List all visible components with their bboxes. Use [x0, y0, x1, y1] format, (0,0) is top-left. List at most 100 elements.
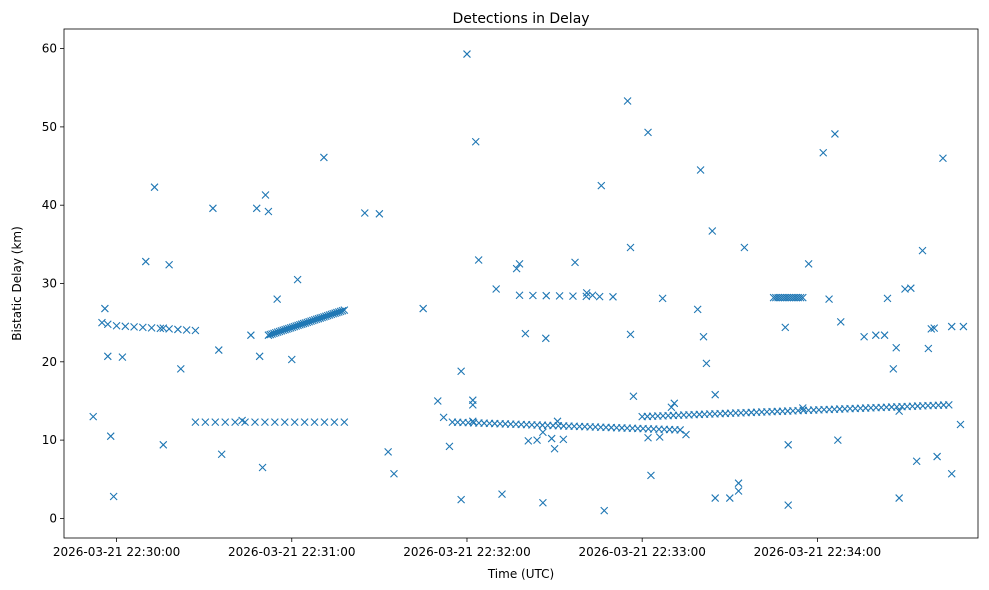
data-point-marker	[784, 440, 793, 449]
data-point-marker	[390, 469, 398, 478]
data-point-marker	[582, 289, 591, 297]
data-point-marker	[825, 295, 833, 304]
data-point-marker	[209, 204, 217, 213]
data-point-marker	[165, 260, 174, 269]
data-point-marker	[740, 243, 749, 252]
data-point-marker	[569, 292, 577, 301]
data-point-marker	[457, 495, 466, 504]
data-point-marker	[112, 321, 121, 330]
data-point-marker	[287, 355, 296, 364]
data-point-marker	[89, 412, 98, 421]
data-point-marker	[433, 397, 442, 405]
data-point-marker	[156, 324, 165, 333]
data-point-marker	[330, 418, 339, 426]
data-point-marker	[147, 323, 156, 332]
data-point-marker	[191, 326, 200, 335]
y-tick-label: 30	[42, 277, 57, 291]
data-point-marker	[474, 256, 483, 264]
data-point-marker	[947, 469, 956, 478]
data-point-marker	[270, 418, 279, 426]
data-point-marker	[734, 487, 743, 495]
data-point-marker	[956, 420, 965, 429]
scatter-points	[89, 50, 968, 515]
data-point-marker	[246, 331, 255, 340]
data-point-marker	[555, 292, 564, 300]
data-point-marker	[468, 417, 477, 426]
data-point-marker	[173, 325, 182, 334]
data-point-marker	[255, 352, 264, 361]
data-point-marker	[176, 364, 185, 373]
data-point-marker	[693, 305, 702, 314]
data-point-marker	[644, 128, 652, 137]
data-point-marker	[559, 435, 568, 444]
x-tick-label: 2026-03-21 22:33:00	[578, 545, 705, 559]
data-point-marker	[221, 418, 230, 426]
data-point-marker	[375, 209, 384, 218]
y-tick-label: 20	[42, 355, 57, 369]
data-point-marker	[836, 317, 845, 326]
y-tick-label: 0	[49, 511, 57, 525]
data-point-marker	[515, 291, 524, 300]
data-point-marker	[463, 50, 471, 58]
data-point-marker	[521, 329, 530, 338]
data-point-marker	[238, 416, 247, 425]
data-point-marker	[670, 399, 679, 408]
data-point-marker	[150, 183, 159, 192]
data-point-marker	[159, 440, 168, 449]
data-point-marker	[784, 501, 793, 509]
data-point-marker	[959, 322, 968, 331]
y-axis: 0 10 20 30 40 50 60	[42, 42, 64, 525]
data-point-marker	[918, 246, 927, 255]
data-point-marker	[667, 403, 676, 412]
data-point-marker	[892, 343, 901, 352]
x-axis-label: Time (UTC)	[487, 567, 554, 581]
data-point-marker	[626, 243, 635, 252]
data-point-marker	[804, 260, 813, 268]
data-point-marker	[939, 154, 947, 163]
chart-title: Detections in Delay	[452, 11, 589, 27]
data-point-marker	[708, 227, 717, 235]
data-point-marker	[310, 418, 319, 426]
data-point-marker	[655, 433, 664, 441]
data-point-marker	[539, 498, 547, 507]
data-point-marker	[419, 304, 428, 313]
data-point-marker	[98, 318, 106, 327]
data-point-marker	[798, 404, 807, 412]
data-point-marker	[201, 418, 210, 426]
data-point-marker	[629, 392, 638, 401]
data-point-marker	[106, 432, 115, 441]
data-point-marker	[273, 295, 282, 304]
data-point-marker	[280, 418, 289, 426]
data-point-marker	[512, 264, 521, 273]
data-point-marker	[293, 275, 302, 284]
data-point-marker	[231, 418, 240, 426]
data-point-marker	[141, 257, 150, 266]
data-point-marker	[492, 285, 501, 293]
data-point-marker	[600, 506, 609, 515]
data-point-marker	[100, 304, 109, 313]
data-point-marker	[109, 492, 118, 501]
data-point-marker	[103, 320, 112, 329]
data-point-marker	[191, 418, 200, 426]
data-point-marker	[933, 452, 942, 461]
data-point-marker	[930, 324, 939, 333]
data-point-marker	[445, 442, 454, 451]
data-point-marker	[702, 359, 711, 368]
data-point-marker	[340, 306, 349, 315]
data-point-marker	[906, 284, 915, 293]
data-point-marker	[597, 181, 606, 190]
data-point-marker	[211, 418, 220, 426]
data-point-marker	[623, 97, 632, 105]
y-axis-label: Bistatic Delay (km)	[10, 226, 24, 341]
data-point-marker	[515, 260, 524, 268]
data-point-marker	[533, 436, 541, 445]
data-point-marker	[320, 418, 329, 426]
data-point-marker	[498, 490, 506, 499]
data-point-marker	[947, 322, 956, 331]
data-point-marker	[626, 330, 635, 339]
data-point-marker	[138, 323, 147, 332]
data-point-marker	[258, 463, 267, 472]
data-point-marker	[214, 346, 223, 354]
data-point-marker	[676, 426, 685, 434]
